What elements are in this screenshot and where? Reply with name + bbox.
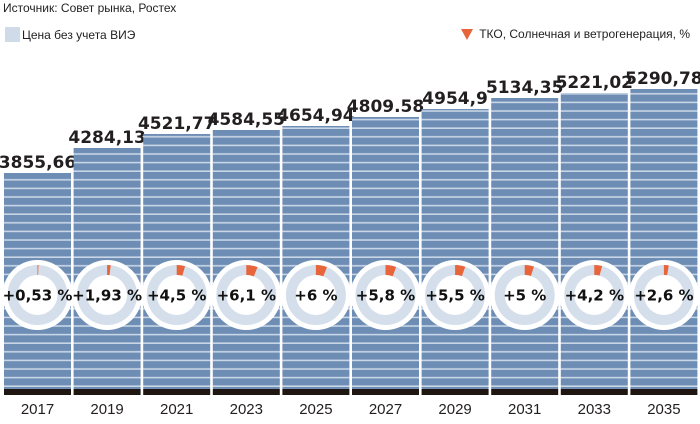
share-label-2027: +5,8 % bbox=[356, 287, 415, 305]
share-label-2033: +4,2 % bbox=[565, 287, 624, 305]
donut-hole-2029 bbox=[435, 275, 476, 315]
value-label-2019: 4284,13 bbox=[68, 128, 145, 148]
value-label-2023: 4584,55 bbox=[208, 110, 285, 130]
value-label-2033: 5221,02 bbox=[556, 73, 633, 93]
year-label-2021: 2021 bbox=[160, 401, 193, 418]
bar-base-2031 bbox=[491, 389, 559, 395]
bar-base-2023 bbox=[212, 389, 280, 395]
year-label-2019: 2019 bbox=[90, 401, 123, 418]
year-label-2027: 2027 bbox=[369, 401, 402, 418]
source-note: Источник: Совет рынка, Ростех bbox=[3, 1, 177, 15]
value-label-2029: 4954,9 bbox=[422, 89, 488, 109]
donut-share-2017 bbox=[37, 265, 39, 276]
year-label-2023: 2023 bbox=[230, 401, 263, 418]
bar-2023 bbox=[212, 130, 280, 389]
value-label-2025: 4654,94 bbox=[277, 106, 355, 126]
share-label-2021: +4,5 % bbox=[147, 287, 206, 305]
bar-base-2035 bbox=[630, 389, 698, 395]
value-label-2035: 5290,78 bbox=[625, 69, 700, 89]
donut-share-2019 bbox=[107, 265, 111, 276]
bar-base-2029 bbox=[421, 389, 489, 395]
share-label-2031: +5 % bbox=[503, 287, 546, 305]
legend-price: Цена без учета ВИЭ bbox=[5, 27, 135, 42]
donut-share-2029 bbox=[455, 265, 466, 277]
bar-2029 bbox=[421, 109, 489, 389]
bar-base-2021 bbox=[143, 389, 211, 395]
bar-base-2019 bbox=[73, 389, 141, 395]
donut-share-2033 bbox=[594, 265, 603, 276]
bar-base-2017 bbox=[4, 389, 71, 395]
triangle-down-icon bbox=[461, 28, 474, 40]
donut-share-2031 bbox=[524, 265, 534, 276]
year-label-2035: 2035 bbox=[647, 401, 680, 418]
donut-hole-2027 bbox=[365, 275, 406, 315]
value-label-2021: 4521,77 bbox=[138, 114, 215, 134]
legend-share: ТКО, Солнечная и ветрогенерация, % bbox=[461, 27, 690, 41]
value-label-2027: 4809.58 bbox=[347, 97, 424, 117]
year-label-2031: 2031 bbox=[508, 401, 541, 418]
bar-base-2025 bbox=[282, 389, 350, 395]
donut-share-2023 bbox=[246, 265, 258, 277]
donut-share-2025 bbox=[315, 265, 327, 277]
share-label-2029: +5,5 % bbox=[425, 287, 484, 305]
bar-2025 bbox=[282, 126, 350, 389]
share-label-2023: +6,1 % bbox=[217, 287, 276, 305]
bar-2033 bbox=[560, 93, 628, 389]
bar-base-2033 bbox=[560, 389, 628, 395]
value-label-2017: 3855,66 bbox=[0, 153, 76, 173]
share-label-2019: +1,93 % bbox=[72, 287, 142, 305]
donut-hole-2017 bbox=[17, 275, 58, 315]
bar-2027 bbox=[352, 117, 419, 389]
bar-2031 bbox=[491, 98, 559, 389]
donut-share-2035 bbox=[663, 265, 669, 276]
donut-hole-2033 bbox=[574, 275, 615, 315]
donut-share-2021 bbox=[176, 265, 186, 276]
donut-share-2027 bbox=[385, 265, 397, 277]
share-label-2025: +6 % bbox=[294, 287, 337, 305]
year-label-2029: 2029 bbox=[438, 401, 471, 418]
donut-hole-2035 bbox=[643, 275, 684, 315]
bar-base-2027 bbox=[352, 389, 419, 395]
legend-price-swatch bbox=[5, 27, 20, 42]
donut-hole-2031 bbox=[504, 275, 545, 315]
donut-hole-2019 bbox=[87, 275, 128, 315]
year-label-2033: 2033 bbox=[578, 401, 611, 418]
legend-share-label: ТКО, Солнечная и ветрогенерация, % bbox=[479, 27, 690, 41]
donut-hole-2023 bbox=[226, 275, 267, 315]
donut-hole-2021 bbox=[156, 275, 197, 315]
year-label-2025: 2025 bbox=[299, 401, 332, 418]
share-label-2017: +0,53 % bbox=[3, 287, 73, 305]
value-label-2031: 5134,35 bbox=[486, 78, 563, 98]
bar-2035 bbox=[630, 89, 698, 389]
year-label-2017: 2017 bbox=[21, 401, 54, 418]
share-label-2035: +2,6 % bbox=[634, 287, 693, 305]
legend-price-label: Цена без учета ВИЭ bbox=[22, 27, 136, 42]
donut-hole-2025 bbox=[295, 275, 336, 315]
